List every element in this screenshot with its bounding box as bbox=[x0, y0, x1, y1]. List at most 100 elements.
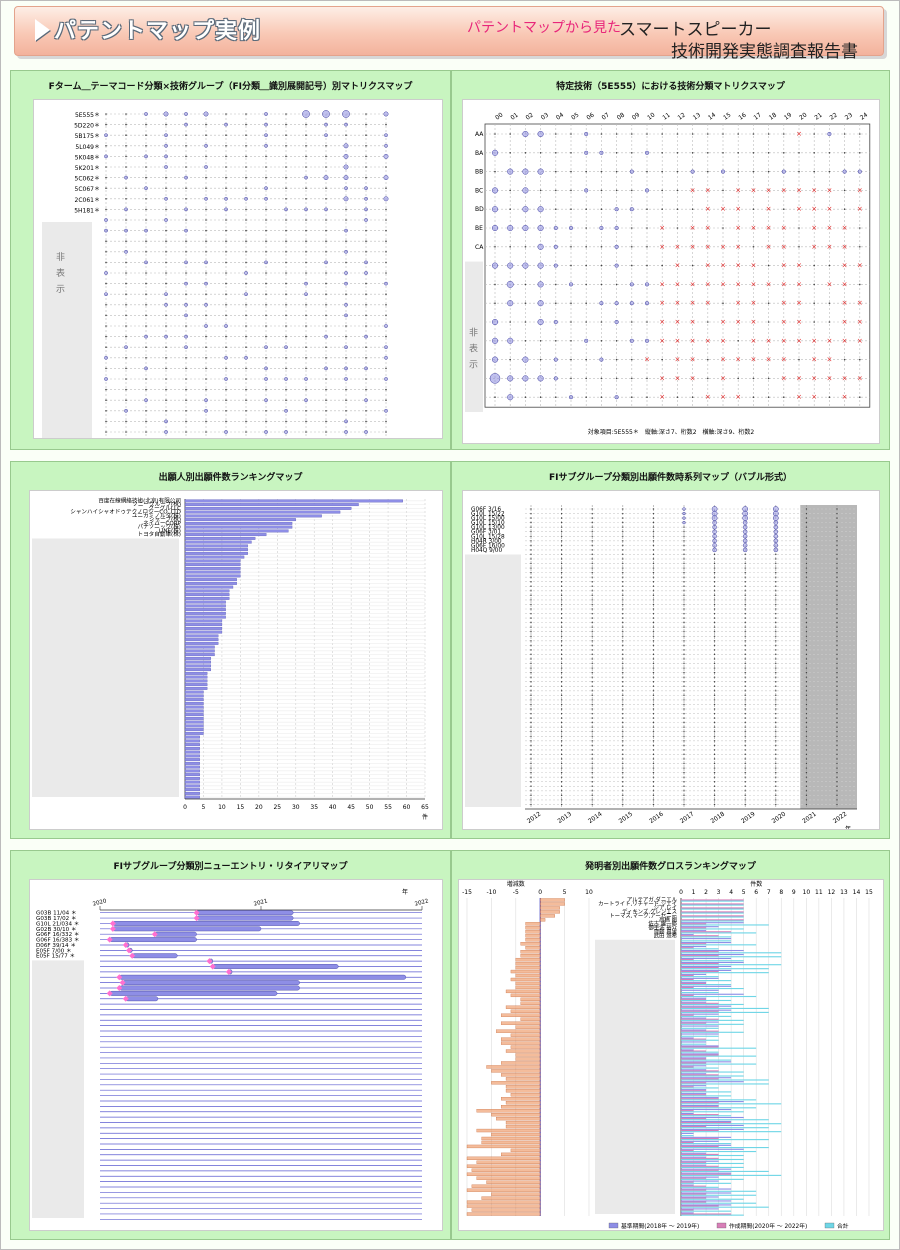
bubble bbox=[683, 626, 685, 628]
total-bar bbox=[681, 968, 769, 970]
left-tick-label: -5 bbox=[513, 889, 519, 896]
cross-mark: × bbox=[796, 186, 802, 194]
bubble bbox=[365, 314, 367, 317]
bubble bbox=[652, 558, 655, 560]
bubble bbox=[805, 603, 808, 606]
bar bbox=[184, 514, 322, 518]
cross-mark: × bbox=[674, 337, 680, 345]
bubble bbox=[622, 762, 624, 765]
bubble bbox=[245, 367, 247, 370]
bubble bbox=[683, 676, 685, 678]
bubble bbox=[805, 708, 808, 710]
bubble bbox=[164, 133, 168, 138]
span-bar bbox=[125, 996, 159, 1002]
bubble bbox=[744, 621, 746, 624]
bar bbox=[184, 536, 256, 540]
total-bar bbox=[681, 1198, 744, 1200]
total-bar bbox=[681, 944, 757, 946]
row-label: G02B 30/10 ＊ bbox=[36, 926, 77, 933]
bubble bbox=[744, 567, 746, 569]
bubble bbox=[805, 694, 808, 697]
bubble bbox=[265, 325, 267, 327]
bubble bbox=[591, 603, 593, 606]
bubble bbox=[591, 531, 593, 533]
bar bbox=[184, 630, 223, 634]
bubble bbox=[775, 640, 777, 642]
bar bbox=[184, 548, 248, 552]
cross-mark: × bbox=[811, 393, 817, 401]
bubble bbox=[560, 767, 563, 769]
cross-mark: × bbox=[811, 243, 817, 251]
bubble bbox=[805, 535, 808, 537]
bubble bbox=[615, 377, 618, 380]
panel-inventor-ranking: 発明者別出願件数グロスランキングマップ -15 -10 -5 0 5 10 0 1 2 3 4 5 6 7… bbox=[451, 850, 890, 1240]
bubble bbox=[184, 175, 188, 180]
bubble bbox=[560, 526, 563, 528]
base-period-bar bbox=[681, 1013, 719, 1015]
bubble bbox=[530, 535, 532, 537]
bubble bbox=[783, 152, 785, 154]
right-tick-label: 4 bbox=[729, 889, 733, 896]
bubble bbox=[775, 567, 777, 569]
bubble bbox=[585, 227, 587, 229]
create-period-bar bbox=[681, 978, 694, 981]
panel-title: 出願人別出願件数ランキングマップ bbox=[158, 473, 303, 483]
bubble bbox=[560, 644, 563, 647]
bubble bbox=[836, 799, 838, 801]
base-period-bar bbox=[681, 1037, 694, 1039]
base-period-bar bbox=[681, 1188, 732, 1190]
bubble bbox=[622, 585, 624, 587]
bubble bbox=[125, 388, 127, 391]
bubble bbox=[591, 790, 593, 792]
total-bar bbox=[681, 1011, 769, 1013]
total-bar bbox=[681, 1039, 719, 1041]
bubble bbox=[591, 758, 593, 760]
row-label: BB bbox=[475, 169, 483, 176]
bubble bbox=[265, 410, 267, 412]
bubble bbox=[537, 224, 544, 232]
bubble bbox=[805, 731, 808, 733]
bubble bbox=[713, 621, 716, 624]
span-bar bbox=[122, 980, 300, 986]
bubble bbox=[560, 776, 563, 778]
bubble bbox=[813, 133, 815, 135]
bubble bbox=[805, 512, 808, 515]
x-tick-label: 2012 bbox=[526, 810, 543, 825]
col-label: 05 bbox=[570, 111, 580, 121]
bubble bbox=[805, 544, 808, 547]
bubble bbox=[165, 272, 167, 274]
bubble bbox=[713, 571, 716, 574]
bubble bbox=[325, 155, 327, 158]
bubble bbox=[691, 264, 694, 267]
bubble bbox=[652, 585, 655, 587]
bubble bbox=[652, 781, 655, 783]
bubble bbox=[385, 272, 387, 274]
base-period-bar bbox=[681, 1108, 732, 1111]
bubble bbox=[591, 676, 593, 678]
bubble bbox=[144, 228, 148, 233]
bubble bbox=[165, 357, 167, 359]
bubble bbox=[225, 272, 227, 274]
bubble bbox=[805, 653, 808, 656]
bubble bbox=[224, 377, 228, 381]
x-tick-label: 10 bbox=[218, 804, 226, 811]
bubble bbox=[560, 703, 563, 706]
bubble bbox=[683, 649, 685, 651]
bubble bbox=[591, 521, 593, 524]
bubble bbox=[225, 314, 227, 317]
bubble bbox=[722, 302, 724, 304]
bubble bbox=[530, 521, 532, 524]
bubble bbox=[185, 388, 187, 391]
bubble bbox=[591, 653, 593, 656]
bubble bbox=[805, 771, 808, 774]
bubble bbox=[683, 721, 685, 724]
bubble bbox=[805, 517, 808, 519]
bubble bbox=[622, 744, 624, 747]
category-label: ネイバーCORP bbox=[143, 520, 181, 527]
hidden-row-label-3: 示 bbox=[469, 361, 478, 371]
bubble bbox=[836, 612, 838, 615]
base-period-bar bbox=[681, 1136, 732, 1138]
bubble bbox=[285, 251, 287, 253]
bubble bbox=[539, 396, 542, 399]
